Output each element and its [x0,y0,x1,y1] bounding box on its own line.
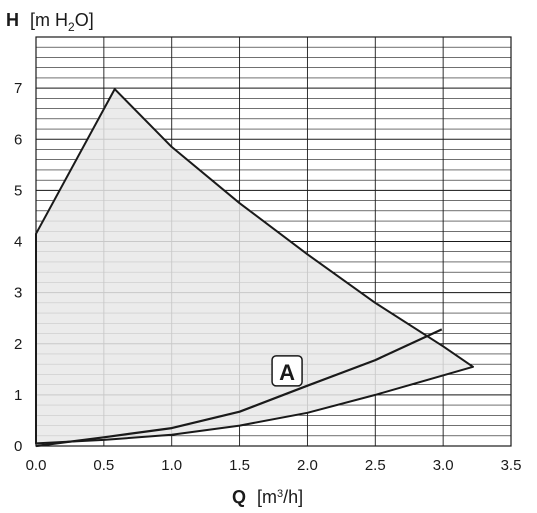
x-axis-unit: [m [257,487,277,507]
y-tick-labels: 0 1 2 3 4 5 6 7 [14,80,22,455]
curve-a-label: A [271,355,303,387]
y-tick-label: 6 [14,131,22,148]
x-axis-title: Q [m3/h] [232,487,303,507]
y-tick-label: 1 [14,387,22,404]
y-axis-title: H [m H2O] [6,10,94,34]
curve-a-label-box [271,355,303,387]
x-axis-symbol: Q [232,487,246,507]
y-tick-label: 0 [14,438,22,455]
series-line-a [35,328,443,448]
x-tick-label: 1.0 [161,457,182,474]
x-tick-label: 3.5 [501,457,522,474]
x-tick-label: 0.5 [93,457,114,474]
y-tick-label: 5 [14,182,22,199]
y-tick-label: 7 [14,80,22,97]
x-tick-label: 1.5 [229,457,250,474]
plot-frame [35,36,512,447]
x-tick-labels: 0.0 0.5 1.0 1.5 2.0 2.5 3.0 3.5 [26,457,522,474]
x-tick-label: 2.0 [297,457,318,474]
operating-range-area [35,88,474,445]
series-layer [35,328,443,448]
curve-a-label-text: A [279,360,295,385]
x-tick-label: 3.0 [433,457,454,474]
operating-area-layer [35,88,474,445]
y-axis-unit-suffix: O] [75,10,94,30]
x-axis-unit-superscript: 3 [277,488,283,500]
y-tick-label: 4 [14,234,22,251]
x-axis-unit-suffix: /h] [283,487,303,507]
y-tick-label: 3 [14,285,22,302]
y-axis-unit: [m H [30,10,68,30]
x-tick-label: 2.5 [365,457,386,474]
y-axis-unit-subscript: 2 [68,20,75,34]
y-axis-symbol: H [6,10,19,30]
x-tick-label: 0.0 [26,457,47,474]
y-tick-label: 2 [14,336,22,353]
